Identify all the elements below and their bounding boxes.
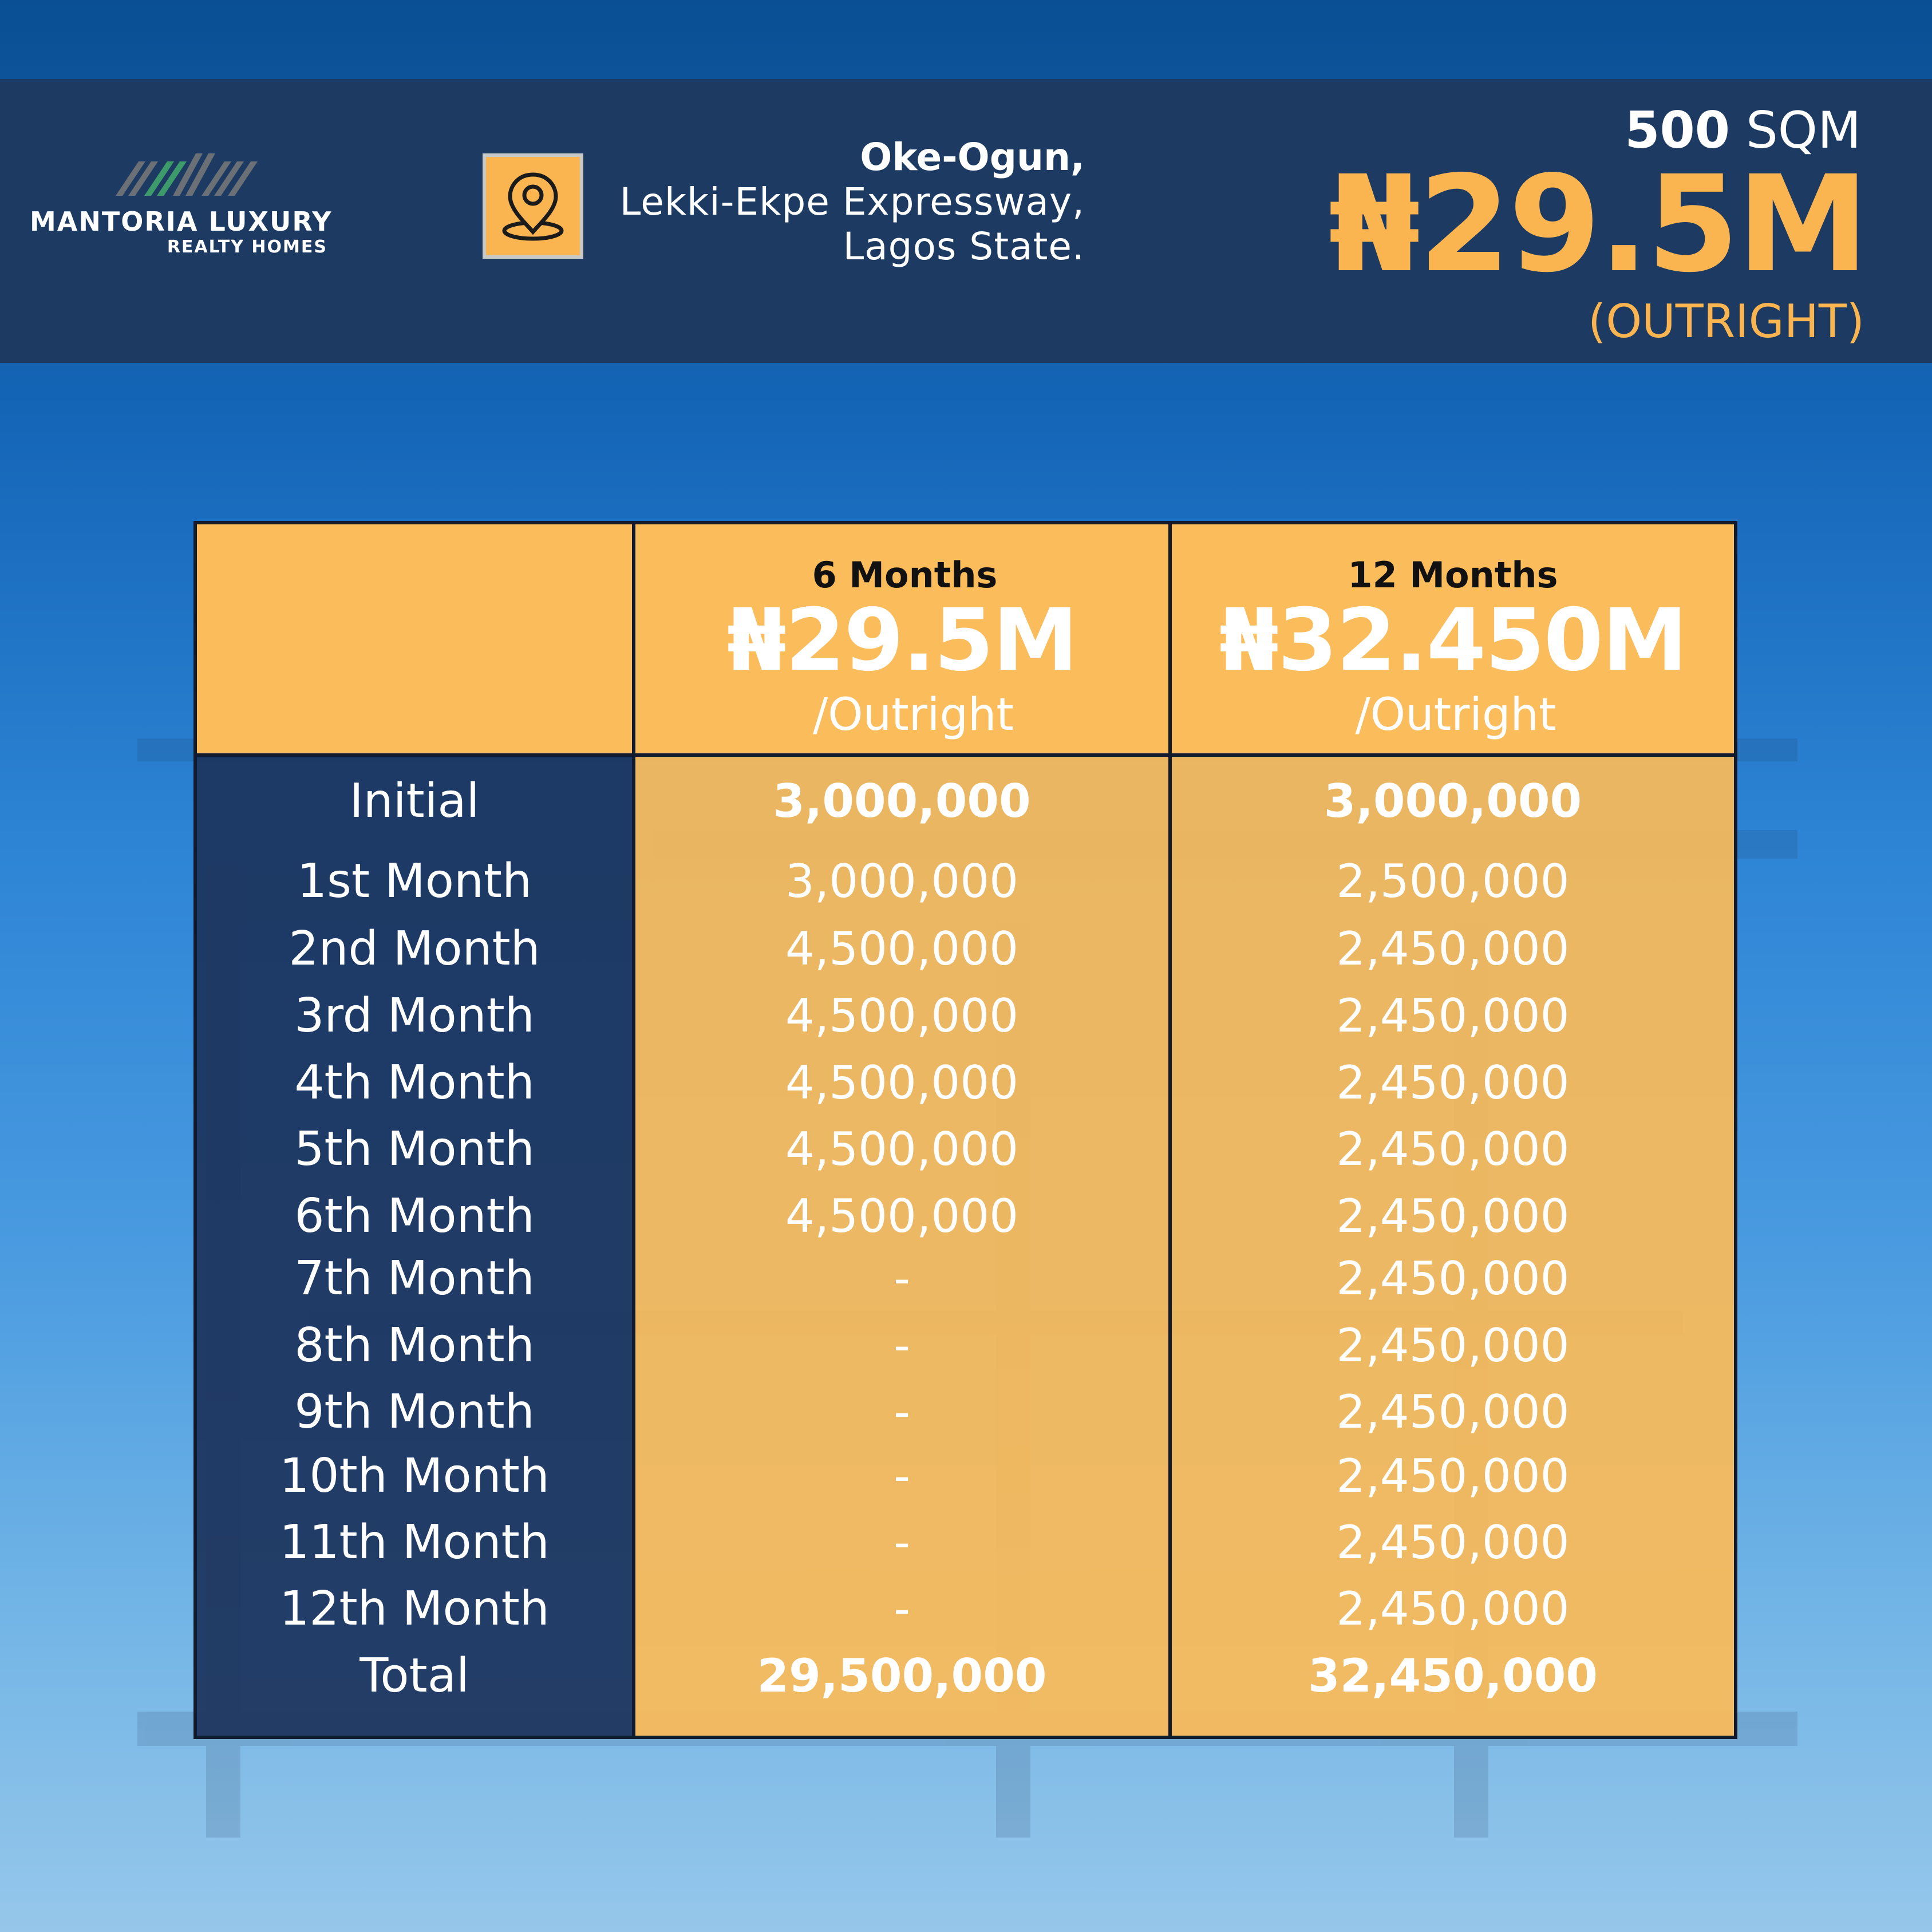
plot-size-unit: SQM [1745, 101, 1861, 160]
plan-6-months-value: 4,500,000 [785, 1056, 1019, 1109]
address-line-2: Lekki-Ekpe Expressway, [619, 180, 1085, 224]
plan-12-months-value: 2,450,000 [1336, 1319, 1570, 1372]
plan-6-months-value: - [894, 1582, 910, 1635]
location-pin-icon [502, 172, 564, 241]
plan-6-months-value: 4,500,000 [785, 922, 1019, 975]
plan-6-months-value: 3,000,000 [773, 775, 1031, 828]
row-label: 2nd Month [289, 922, 540, 976]
plan-12-months-value: 2,450,000 [1336, 989, 1570, 1042]
plan-6-months-value: 4,500,000 [785, 1190, 1019, 1243]
plan-12-months-value: 2,450,000 [1336, 1449, 1570, 1503]
plan-6-months-value: - [894, 1319, 910, 1372]
label-column: Initial 1st Month 2nd Month 3rd Month 4th Mo… [197, 524, 632, 1736]
address-line-3: Lagos State. [843, 224, 1085, 268]
plan-6-months-value: - [894, 1516, 910, 1569]
plan-6-months-value: - [894, 1385, 910, 1439]
plan-header-12-months: 12 Months ₦32.450M /Outright [1172, 524, 1734, 753]
row-label: 10th Month [279, 1449, 550, 1503]
headline-price-note: (OUTRIGHT) [1587, 295, 1864, 348]
row-label: 5th Month [294, 1122, 535, 1176]
plan-12-months-value: 2,450,000 [1336, 922, 1570, 975]
brand-name: MANTORIA LUXURY [30, 206, 333, 237]
plan-12-months-value: 2,450,000 [1336, 1582, 1570, 1635]
row-label: 3rd Month [294, 989, 535, 1043]
plan-note: /Outright [1355, 689, 1556, 741]
plan-12-months-value: 2,450,000 [1336, 1056, 1570, 1109]
logo-mark-icon [116, 153, 258, 196]
brand-logo: MANTORIA LUXURY REALTY HOMES [30, 150, 333, 264]
row-label: 7th Month [294, 1251, 535, 1306]
plan-6-months-value: 3,000,000 [785, 855, 1019, 908]
row-label: 4th Month [294, 1056, 535, 1110]
plan-column-6-months: 6 Months ₦29.5M /Outright 3,000,000 3,000… [632, 524, 1168, 1736]
header-empty-cell [197, 524, 632, 753]
location-icon-box [483, 153, 583, 259]
header-band [0, 79, 1932, 363]
plan-12-months-value: 2,500,000 [1336, 855, 1570, 908]
row-label: 8th Month [294, 1318, 535, 1373]
plan-price: ₦29.5M [726, 591, 1078, 690]
plan-12-months-value: 2,450,000 [1336, 1190, 1570, 1243]
headline-price: ₦29.5M [1328, 147, 1869, 302]
plan-6-months-value: - [894, 1449, 910, 1503]
plan-name: 12 Months [1348, 554, 1558, 596]
plan-6-months-value: 4,500,000 [785, 1123, 1019, 1176]
row-label: 1st Month [297, 854, 532, 908]
brand-tagline: REALTY HOMES [167, 237, 327, 257]
row-label: 6th Month [294, 1189, 535, 1243]
plot-size: 500 SQM [1625, 102, 1861, 159]
plan-6-months-value: 29,500,000 [757, 1649, 1047, 1702]
plan-12-months-value: 3,000,000 [1323, 775, 1582, 828]
location-address: Oke-Ogun, Lekki-Ekpe Expressway, Lagos S… [620, 135, 1085, 269]
row-label: 12th Month [279, 1582, 550, 1636]
payment-plan-table: Initial 1st Month 2nd Month 3rd Month 4th Mo… [193, 521, 1737, 1739]
row-label: 11th Month [279, 1515, 550, 1570]
plan-12-months-value: 2,450,000 [1336, 1516, 1570, 1569]
plan-12-months-value: 32,450,000 [1307, 1649, 1598, 1702]
plan-note: /Outright [813, 689, 1014, 741]
row-label: Total [359, 1649, 469, 1703]
address-line-1: Oke-Ogun, [860, 135, 1085, 179]
plan-column-12-months: 12 Months ₦32.450M /Outright 3,000,000 2,… [1168, 524, 1734, 1736]
plan-name: 6 Months [812, 554, 998, 596]
plan-6-months-value: 4,500,000 [785, 989, 1019, 1042]
row-label: Initial [349, 774, 480, 828]
plan-12-months-value: 2,450,000 [1336, 1385, 1570, 1439]
plan-12-months-value: 2,450,000 [1336, 1123, 1570, 1176]
plan-header-6-months: 6 Months ₦29.5M /Outright [635, 524, 1168, 753]
plot-size-number: 500 [1625, 101, 1730, 160]
row-label: 9th Month [294, 1385, 535, 1439]
plan-price: ₦32.450M [1219, 591, 1688, 690]
plan-12-months-value: 2,450,000 [1336, 1252, 1570, 1305]
plan-6-months-value: - [894, 1252, 910, 1305]
